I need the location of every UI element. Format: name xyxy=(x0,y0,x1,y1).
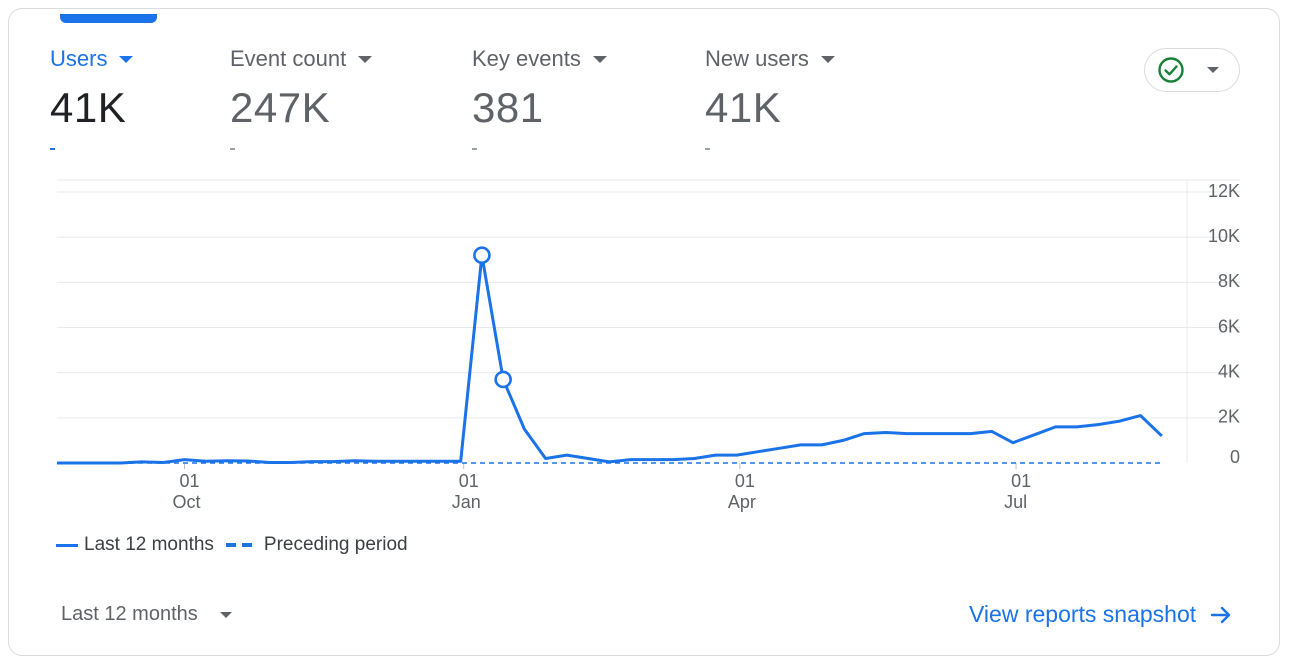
caret-down-icon xyxy=(219,611,232,618)
metric-tab-key-events[interactable]: Key events 381 xyxy=(472,44,607,150)
active-tab-indicator xyxy=(60,14,157,23)
chart-legend: Last 12 months Preceding period xyxy=(56,534,408,556)
metric-tab-new-users[interactable]: New users 41K xyxy=(705,44,835,150)
date-range-label: Last 12 months xyxy=(61,603,198,625)
metric-tab-users[interactable]: Users 41K xyxy=(50,44,134,150)
x-tick-label-month: Oct xyxy=(172,492,200,512)
data-point-marker xyxy=(494,370,512,389)
metric-trend-dash xyxy=(230,148,235,150)
y-tick-label: 4K xyxy=(1218,361,1240,381)
x-tick-label-month: Jul xyxy=(1004,492,1027,512)
metric-label: Users xyxy=(50,46,108,71)
metric-label-row: New users xyxy=(705,44,835,74)
series-line-last-12-months xyxy=(57,253,1163,465)
metric-label-row: Users xyxy=(50,44,134,74)
data-quality-status-button[interactable] xyxy=(1144,48,1240,92)
metric-trend-dash xyxy=(472,148,477,150)
metric-value: 41K xyxy=(705,84,782,131)
y-tick-label: 2K xyxy=(1218,407,1240,427)
legend-dashed-line-swatch xyxy=(225,543,256,547)
caret-down-icon xyxy=(592,55,607,63)
x-tick-label-month: Apr xyxy=(728,492,756,512)
metric-trend-dash xyxy=(50,148,55,150)
metric-tab-event-count[interactable]: Event count 247K xyxy=(230,44,373,150)
metric-value: 381 xyxy=(472,84,544,131)
metric-label-row: Key events xyxy=(472,44,607,74)
y-tick-label: 12K xyxy=(1208,181,1240,201)
check-circle-icon xyxy=(1158,57,1184,83)
metric-value: 247K xyxy=(230,84,331,131)
y-axis-ticks: 0 2K 4K 6K 8K 10K 12K xyxy=(1208,181,1240,467)
metric-label: New users xyxy=(705,46,809,71)
caret-down-icon xyxy=(358,55,373,63)
chart-series xyxy=(57,246,1163,465)
data-point-marker xyxy=(473,246,491,265)
metric-value: 41K xyxy=(50,84,127,131)
chevron-down-icon xyxy=(1207,67,1219,73)
date-range-dropdown[interactable]: Last 12 months xyxy=(61,603,232,626)
arrow-right-icon xyxy=(1210,606,1231,623)
x-tick-label-day: 01 xyxy=(735,471,755,491)
x-tick-label-month: Jan xyxy=(452,492,481,512)
legend-previous-label: Preceding period xyxy=(263,534,408,555)
y-tick-label: 8K xyxy=(1218,271,1240,291)
x-tick-label-day: 01 xyxy=(179,471,199,491)
x-tick-label-day: 01 xyxy=(459,471,479,491)
legend-solid-line-swatch xyxy=(56,543,78,547)
view-reports-snapshot-link[interactable]: View reports snapshot xyxy=(969,601,1232,628)
metric-label: Event count xyxy=(230,46,347,71)
caret-down-icon xyxy=(119,55,134,63)
y-tick-label: 6K xyxy=(1218,316,1240,336)
y-tick-label: 10K xyxy=(1208,226,1240,246)
x-tick-label-day: 01 xyxy=(1011,471,1031,491)
snapshot-link-label: View reports snapshot xyxy=(969,601,1197,627)
metric-label-row: Event count xyxy=(230,44,373,74)
chart-gridlines xyxy=(57,179,1240,463)
caret-down-icon xyxy=(820,55,835,63)
y-tick-label: 0 xyxy=(1230,447,1240,467)
legend-current-label: Last 12 months xyxy=(84,534,214,555)
metric-trend-dash xyxy=(705,148,710,150)
metric-label: Key events xyxy=(472,46,581,71)
users-overview-card xyxy=(8,8,1280,656)
